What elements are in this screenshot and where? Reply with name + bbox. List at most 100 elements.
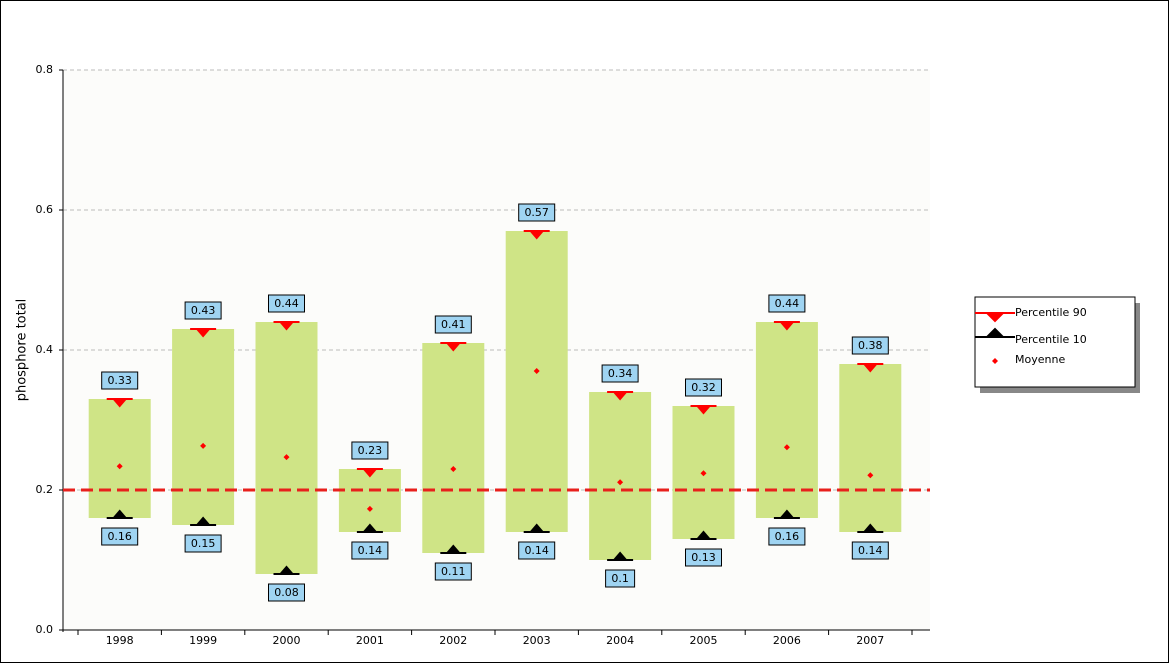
data-label: 0.34 [608, 367, 633, 380]
bar [422, 343, 485, 553]
p90-marker [273, 321, 300, 331]
data-label: 0.32 [691, 381, 716, 394]
legend-swatch [975, 327, 1015, 338]
data-label-box [101, 371, 139, 390]
x-tick-label: 1999 [189, 634, 217, 647]
data-label-box [184, 301, 222, 320]
x-tick-label: 2007 [856, 634, 884, 647]
x-tick-label: 2002 [439, 634, 467, 647]
bar [839, 364, 902, 532]
data-label-box [685, 548, 722, 567]
data-label-box [518, 541, 556, 560]
p10-marker [857, 523, 884, 533]
data-label-box [768, 527, 806, 546]
bar [172, 329, 235, 525]
bar [505, 231, 568, 532]
legend-label: Moyenne [1015, 353, 1065, 366]
p90-marker [607, 391, 634, 401]
bar [255, 322, 318, 574]
x-tick-label: 2001 [356, 634, 384, 647]
p10-marker [607, 551, 634, 561]
legend-label: Percentile 90 [1015, 306, 1087, 319]
bar [589, 392, 652, 560]
mean-marker [700, 470, 707, 477]
mean-marker [200, 442, 207, 449]
y-axis-label: phosphore total [15, 299, 30, 402]
data-label-box [268, 583, 305, 602]
legend-label: Percentile 10 [1015, 333, 1087, 346]
p90-marker [106, 398, 133, 408]
data-label-box [351, 441, 389, 460]
data-label-box [184, 534, 222, 553]
p90-marker [857, 363, 884, 373]
data-label-box [434, 562, 472, 581]
y-tick-label: 0.4 [36, 343, 54, 356]
data-label-box [685, 378, 722, 397]
p90-marker [523, 230, 550, 240]
data-label: 0.15 [191, 537, 216, 550]
x-tick-label: 2003 [523, 634, 551, 647]
p10-marker [773, 509, 800, 519]
p90-marker [690, 405, 717, 415]
data-label-box [518, 203, 556, 222]
p10-marker [273, 565, 300, 575]
p10-marker [523, 523, 550, 533]
data-label: 0.14 [858, 544, 883, 557]
y-tick-label: 0.0 [36, 623, 54, 636]
mean-marker [783, 444, 790, 451]
p90-marker [356, 468, 383, 478]
p10-marker [106, 509, 133, 519]
data-label-box [768, 294, 806, 313]
p90-marker [773, 321, 800, 331]
data-label: 0.13 [691, 551, 716, 564]
data-label: 0.33 [107, 374, 132, 387]
mean-marker [116, 463, 123, 470]
data-label: 0.38 [858, 339, 883, 352]
data-label: 0.43 [191, 304, 216, 317]
y-tick-label: 0.8 [36, 63, 54, 76]
data-label-box [851, 541, 889, 560]
mean-marker [366, 505, 373, 512]
mean-marker [533, 368, 540, 374]
data-label: 0.16 [107, 530, 132, 543]
x-tick-label: 2004 [606, 634, 634, 647]
data-label: 0.1 [611, 572, 629, 585]
p10-marker [440, 544, 467, 554]
legend-swatch [992, 358, 998, 364]
data-label-box [605, 569, 636, 588]
mean-marker [867, 472, 874, 479]
y-tick-label: 0.6 [36, 203, 54, 216]
y-tick-label: 0.2 [36, 483, 54, 496]
data-label: 0.44 [274, 297, 299, 310]
x-tick-label: 2000 [273, 634, 301, 647]
data-label-box [101, 527, 139, 546]
bar [88, 399, 151, 518]
data-label-box [268, 294, 305, 313]
legend [974, 296, 1136, 388]
mean-marker [617, 479, 624, 486]
data-label: 0.41 [441, 318, 466, 331]
p90-marker [440, 342, 467, 352]
legend-swatch [975, 312, 1015, 323]
data-label: 0.11 [441, 565, 466, 578]
bar [338, 469, 401, 532]
p10-marker [190, 516, 217, 526]
data-label: 0.16 [775, 530, 800, 543]
data-label-box [351, 541, 389, 560]
data-label: 0.23 [358, 444, 383, 457]
mean-marker [450, 466, 457, 472]
data-label: 0.44 [775, 297, 800, 310]
data-label-box [851, 336, 889, 355]
p10-marker [356, 523, 383, 533]
data-label: 0.08 [274, 586, 299, 599]
data-label: 0.14 [358, 544, 383, 557]
data-label: 0.57 [524, 206, 549, 219]
data-label-box [601, 364, 639, 383]
bar [755, 322, 818, 518]
data-label: 0.14 [524, 544, 549, 557]
x-tick-label: 2005 [690, 634, 718, 647]
p90-marker [190, 328, 217, 338]
x-tick-label: 2006 [773, 634, 801, 647]
mean-marker [283, 454, 290, 461]
